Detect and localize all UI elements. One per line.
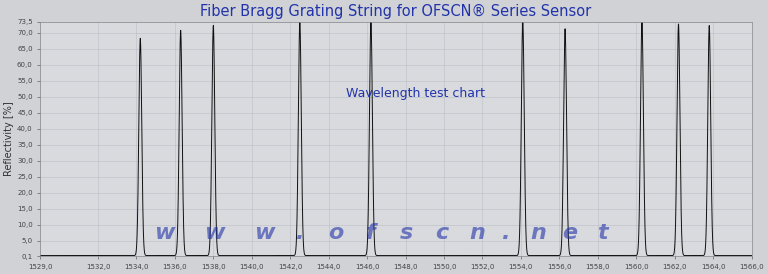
Text: s: s [400,223,413,243]
Text: f: f [366,223,376,243]
Text: n: n [530,223,546,243]
Text: w: w [204,223,225,243]
Title: Fiber Bragg Grating String for OFSCN® Series Sensor: Fiber Bragg Grating String for OFSCN® Se… [200,4,591,19]
Text: e: e [563,223,578,243]
Text: o: o [328,223,343,243]
Text: t: t [597,223,607,243]
Text: .: . [502,223,511,243]
Text: w: w [154,223,175,243]
Text: n: n [470,223,485,243]
Text: w: w [254,223,275,243]
Text: Wavelength test chart: Wavelength test chart [346,87,485,100]
Text: c: c [435,223,449,243]
Y-axis label: Reflectivity [%]: Reflectivity [%] [4,102,14,176]
Text: .: . [296,223,304,243]
